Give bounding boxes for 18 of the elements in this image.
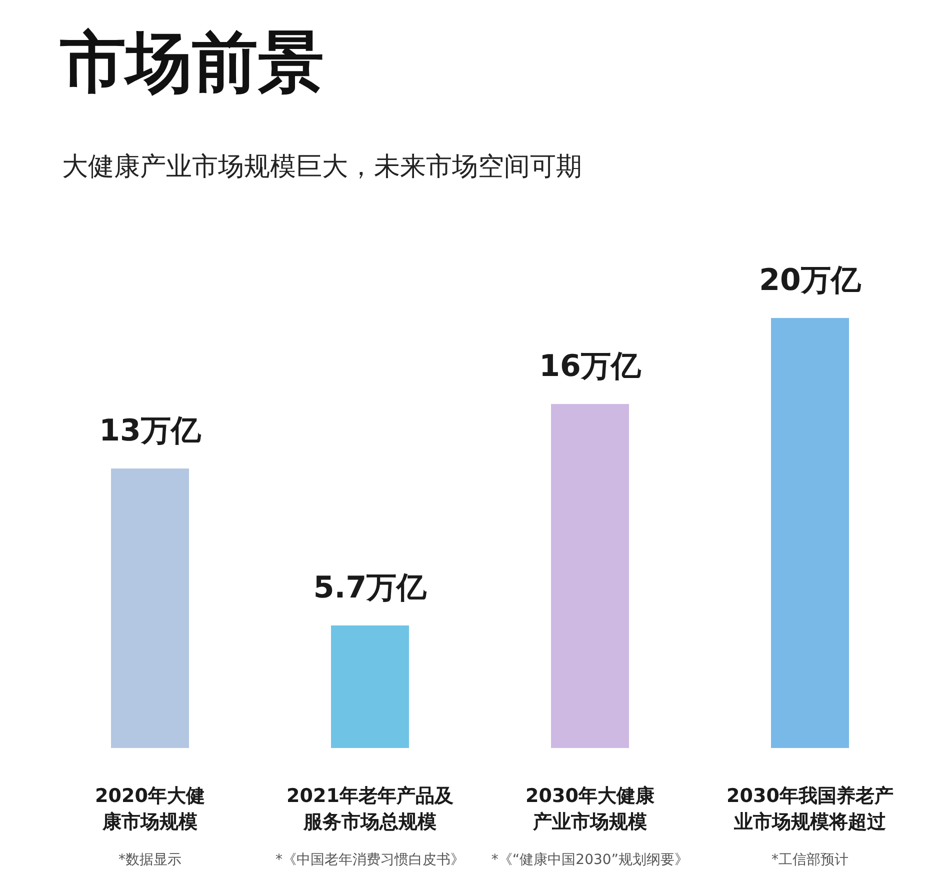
- bar: [331, 625, 409, 748]
- data-label: 13万亿: [99, 414, 202, 448]
- x-tick-label: 2030年大健康产业市场规模: [526, 785, 656, 833]
- data-label: 5.7万亿: [313, 570, 428, 606]
- bar: [551, 404, 629, 748]
- chart-title: 市场前景: [59, 24, 324, 101]
- data-label: 20万亿: [759, 263, 862, 298]
- bar: [771, 318, 849, 748]
- x-tick-label: 2021年老年产品及服务市场总规模: [286, 785, 454, 833]
- text: *《“健康中国2030”规划纲要》: [491, 852, 689, 868]
- data-label: 16万亿: [539, 349, 642, 384]
- x-tick-label: 2020年大健康市场规模: [95, 785, 205, 833]
- bar: [111, 468, 189, 748]
- text: *工信部预计: [772, 852, 848, 868]
- x-tick-label: 2030年我国养老产业市场规模将超过: [726, 785, 894, 833]
- chart-subtitle: 大健康产业市场规模巨大，未来市场空间可期: [62, 152, 582, 182]
- text: *《中国老年消费习惯白皮书》: [276, 852, 464, 868]
- text: *数据显示: [118, 852, 182, 868]
